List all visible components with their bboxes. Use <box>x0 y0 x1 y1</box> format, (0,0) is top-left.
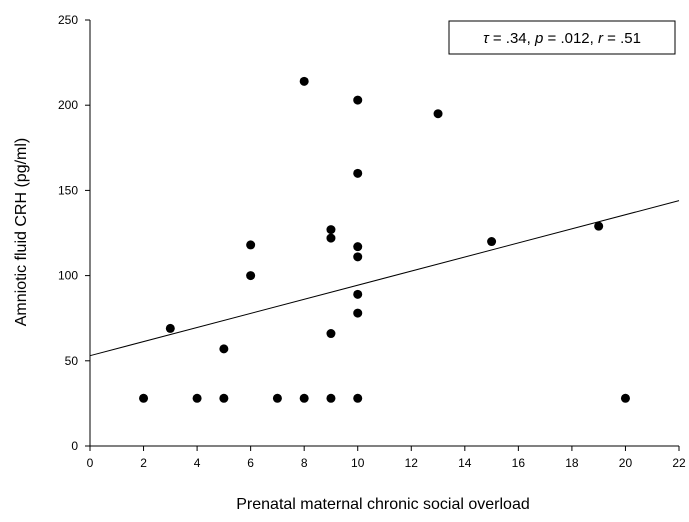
data-point <box>246 240 256 250</box>
stats-annotation-text: τ = .34, p = .012, r = .51 <box>483 30 641 47</box>
data-point <box>326 393 336 403</box>
stats-annotation-part: r <box>598 30 604 47</box>
data-point <box>246 271 256 281</box>
x-tick-label: 16 <box>512 456 526 470</box>
axes <box>85 19 680 451</box>
x-tick-label: 14 <box>458 456 472 470</box>
stats-annotation-part: τ <box>483 30 490 47</box>
regression-line <box>89 200 680 357</box>
data-point <box>353 95 363 105</box>
y-tick-label: 0 <box>71 439 78 453</box>
data-point <box>272 393 282 403</box>
data-point <box>139 393 149 403</box>
data-point <box>487 237 497 247</box>
x-tick-label: 10 <box>351 456 365 470</box>
data-point <box>219 344 229 354</box>
data-point <box>326 329 336 339</box>
tick-labels: 0 2 4 6 8 10 12 14 16 18 20 22 0 50 100 150 200 250 <box>58 13 686 470</box>
y-tick-label: 200 <box>58 98 78 112</box>
x-tick-label: 8 <box>301 456 308 470</box>
y-tick-label: 100 <box>58 269 78 283</box>
data-point <box>353 289 363 299</box>
stats-annotation-box: τ = .34, p = .012, r = .51 <box>448 20 676 55</box>
x-axis-title: Prenatal maternal chronic social overloa… <box>236 496 529 513</box>
y-axis-title: Amniotic fluid CRH (pg/ml) <box>13 138 30 326</box>
data-point <box>299 76 309 86</box>
data-point <box>219 393 229 403</box>
stats-annotation-part: = .012, <box>543 30 598 47</box>
data-point <box>326 225 336 235</box>
x-tick-label: 0 <box>87 456 94 470</box>
y-tick-label: 50 <box>65 354 79 368</box>
data-point <box>299 393 309 403</box>
x-tick-label: 4 <box>194 456 201 470</box>
y-tick-label: 250 <box>58 13 78 27</box>
stats-annotation-part: = .34, <box>489 30 535 47</box>
x-tick-label: 2 <box>140 456 147 470</box>
y-tick-label: 150 <box>58 183 78 197</box>
x-tick-label: 20 <box>619 456 633 470</box>
x-tick-label: 18 <box>565 456 579 470</box>
regression-line-group <box>89 200 680 357</box>
data-point <box>353 168 363 178</box>
x-tick-label: 12 <box>405 456 419 470</box>
data-point <box>192 393 202 403</box>
data-point <box>594 221 604 231</box>
data-point <box>353 252 363 262</box>
data-points <box>139 76 630 403</box>
data-point <box>326 233 336 243</box>
x-tick-label: 6 <box>247 456 254 470</box>
data-point <box>353 242 363 252</box>
data-point <box>433 109 443 119</box>
data-point <box>165 323 175 333</box>
data-point <box>353 308 363 318</box>
stats-annotation-part: = .51 <box>603 30 641 47</box>
data-point <box>620 393 630 403</box>
data-point <box>353 393 363 403</box>
stats-annotation-part: p <box>534 30 543 47</box>
x-tick-label: 22 <box>672 456 686 470</box>
